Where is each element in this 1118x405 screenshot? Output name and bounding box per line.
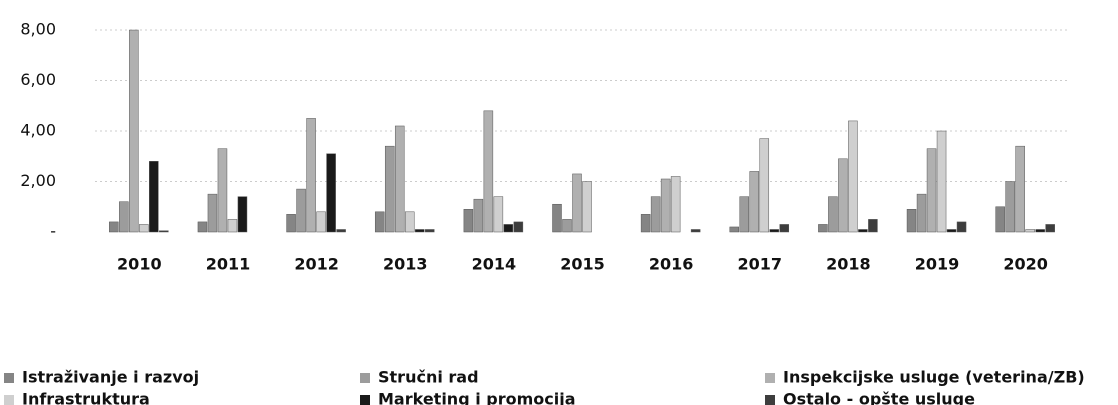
bar bbox=[739, 196, 750, 233]
bar bbox=[995, 206, 1005, 233]
x-tick-label: 2012 bbox=[294, 255, 339, 274]
bar bbox=[729, 226, 740, 233]
bar bbox=[868, 219, 878, 233]
bar bbox=[296, 188, 306, 233]
bar bbox=[749, 171, 760, 233]
bar bbox=[316, 211, 326, 233]
bar bbox=[129, 29, 139, 233]
bar bbox=[650, 196, 661, 233]
x-tick-label: 2013 bbox=[383, 255, 428, 274]
bar bbox=[690, 229, 701, 233]
legend-label: Marketing i promocija bbox=[378, 390, 576, 405]
bar bbox=[513, 221, 524, 233]
bar bbox=[503, 224, 514, 233]
x-tick-label: 2016 bbox=[649, 255, 694, 274]
bar bbox=[858, 229, 868, 233]
bar bbox=[109, 221, 119, 233]
legend-swatch bbox=[360, 395, 370, 405]
x-tick-label: 2015 bbox=[560, 255, 605, 274]
y-tick-label: 2,00 bbox=[20, 171, 56, 190]
bar bbox=[424, 229, 435, 233]
y-tick-label: - bbox=[50, 222, 56, 241]
bar bbox=[926, 148, 937, 233]
bar bbox=[306, 118, 316, 233]
x-tick-label: 2014 bbox=[472, 255, 517, 274]
bar bbox=[562, 219, 572, 233]
legend-label: Istraživanje i razvoj bbox=[22, 368, 199, 387]
x-tick-label: 2011 bbox=[206, 255, 251, 274]
bar bbox=[572, 173, 582, 233]
bar bbox=[818, 224, 828, 233]
bar bbox=[473, 198, 484, 233]
bar bbox=[660, 178, 671, 233]
bar bbox=[149, 161, 159, 233]
bar bbox=[227, 219, 238, 233]
bar bbox=[769, 229, 780, 233]
x-tick-label: 2018 bbox=[826, 255, 871, 274]
bar bbox=[1015, 145, 1025, 233]
bar bbox=[640, 214, 651, 233]
legend-label: Infrastruktura bbox=[22, 390, 150, 405]
bar bbox=[936, 130, 947, 233]
bar bbox=[1005, 181, 1015, 233]
bar bbox=[493, 196, 504, 233]
bar bbox=[207, 193, 218, 233]
bar bbox=[374, 211, 385, 233]
y-tick-label: 6,00 bbox=[20, 70, 56, 89]
bar bbox=[394, 125, 405, 233]
bar bbox=[582, 181, 592, 233]
bar bbox=[404, 211, 415, 233]
bar bbox=[286, 214, 296, 233]
y-tick-label: 8,00 bbox=[20, 20, 56, 39]
bar bbox=[483, 110, 494, 233]
x-tick-label: 2017 bbox=[738, 255, 783, 274]
legend-label: Stručni rad bbox=[378, 368, 479, 387]
bar bbox=[779, 224, 790, 233]
bar bbox=[1045, 224, 1055, 233]
bar bbox=[670, 176, 681, 233]
bar bbox=[326, 153, 336, 233]
bar bbox=[759, 138, 770, 233]
bar bbox=[414, 229, 425, 233]
bar bbox=[838, 158, 848, 233]
y-tick-label: 4,00 bbox=[20, 121, 56, 140]
bar bbox=[916, 193, 927, 233]
x-tick-label: 2010 bbox=[117, 255, 162, 274]
bar bbox=[848, 120, 858, 233]
bar bbox=[336, 229, 346, 233]
bar bbox=[384, 145, 395, 233]
bar bbox=[906, 209, 917, 233]
legend-swatch bbox=[4, 373, 14, 383]
bar bbox=[946, 229, 957, 233]
bar bbox=[139, 224, 149, 233]
bar bbox=[828, 196, 838, 233]
x-tick-label: 2020 bbox=[1003, 255, 1048, 274]
legend-swatch bbox=[4, 395, 14, 405]
bar bbox=[1025, 229, 1035, 233]
x-tick-label: 2019 bbox=[915, 255, 960, 274]
bar bbox=[1035, 229, 1045, 233]
legend-swatch bbox=[360, 373, 370, 383]
legend-swatch bbox=[765, 395, 775, 405]
legend-label: Inspekcijske usluge (veterina/ZB) bbox=[783, 368, 1085, 387]
legend-label: Ostalo - opšte usluge bbox=[783, 390, 975, 405]
bar bbox=[217, 148, 228, 233]
bar bbox=[197, 221, 208, 233]
bar bbox=[463, 209, 474, 233]
legend-swatch bbox=[765, 373, 775, 383]
bar bbox=[956, 221, 967, 233]
bar bbox=[552, 203, 562, 233]
bar bbox=[119, 201, 129, 233]
bar bbox=[159, 230, 169, 233]
bar bbox=[237, 196, 248, 233]
